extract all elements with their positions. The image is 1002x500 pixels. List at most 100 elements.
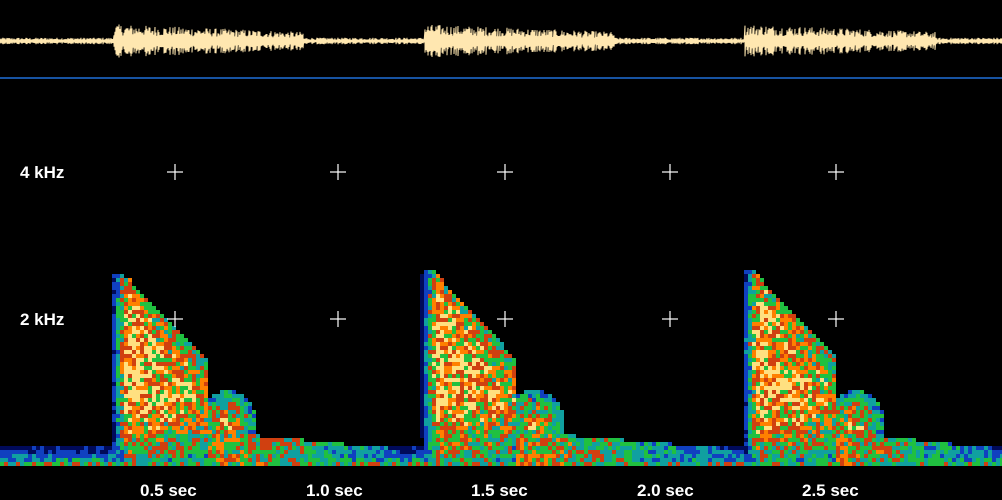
spectrogram-cell [612, 450, 616, 454]
spectrogram-cell [148, 310, 152, 314]
spectrogram-cell [852, 458, 856, 462]
spectrogram-cell [120, 418, 124, 422]
spectrogram-cell [816, 358, 820, 362]
spectrogram-cell [568, 442, 572, 446]
spectrogram-cell [776, 342, 780, 346]
spectrogram-cell [764, 414, 768, 418]
spectrogram-cell [156, 446, 160, 450]
spectrogram-cell [552, 422, 556, 426]
spectrogram-cell [456, 314, 460, 318]
spectrogram-cell [128, 370, 132, 374]
spectrogram-cell [604, 458, 608, 462]
spectrogram-cell [872, 398, 876, 402]
spectrogram-cell [200, 430, 204, 434]
spectrogram-cell [768, 326, 772, 330]
spectrogram-cell [148, 378, 152, 382]
spectrogram-cell [8, 454, 12, 458]
spectrogram-cell [796, 326, 800, 330]
spectrogram-cell [796, 378, 800, 382]
spectrogram-cell [912, 450, 916, 454]
spectrogram-cell [708, 458, 712, 462]
spectrogram-cell [772, 374, 776, 378]
spectrogram-cell [752, 330, 756, 334]
spectrogram-cell [824, 394, 828, 398]
spectrogram-cell [908, 450, 912, 454]
spectrogram-cell [252, 450, 256, 454]
spectrogram-cell [116, 454, 120, 458]
spectrogram-cell [440, 366, 444, 370]
spectrogram-cell [440, 350, 444, 354]
spectrogram-cell [428, 350, 432, 354]
spectrogram-cell [188, 362, 192, 366]
spectrogram-cell [136, 390, 140, 394]
spectrogram-cell [276, 442, 280, 446]
spectrogram-cell [936, 446, 940, 450]
spectrogram-cell [404, 458, 408, 462]
spectrogram-cell [244, 454, 248, 458]
spectrogram-cell [444, 406, 448, 410]
spectrogram-cell [608, 446, 612, 450]
spectrogram-cell [740, 446, 744, 450]
spectrogram-cell [748, 358, 752, 362]
spectrogram-cell [792, 386, 796, 390]
spectrogram-cell [448, 410, 452, 414]
spectrogram-cell [448, 418, 452, 422]
spectrogram-cell [480, 374, 484, 378]
spectrogram-cell [48, 462, 52, 466]
spectrogram-cell [832, 386, 836, 390]
spectrogram-cell [420, 326, 424, 330]
spectrogram-cell [92, 458, 96, 462]
spectrogram-cell [584, 442, 588, 446]
spectrogram-cell [232, 450, 236, 454]
spectrogram-cell [388, 446, 392, 450]
spectrogram-cell [148, 374, 152, 378]
spectrogram-cell [132, 438, 136, 442]
spectrogram-cell [324, 458, 328, 462]
spectrogram-cell [800, 390, 804, 394]
spectrogram-cell [772, 314, 776, 318]
spectrogram-cell [508, 454, 512, 458]
spectrogram-cell [232, 410, 236, 414]
spectrogram-cell [16, 450, 20, 454]
spectrogram-cell [788, 398, 792, 402]
spectrogram-cell [172, 326, 176, 330]
spectrogram-cell [352, 458, 356, 462]
spectrogram-cell [456, 438, 460, 442]
spectrogram-cell [484, 378, 488, 382]
spectrogram-cell [680, 462, 684, 466]
spectrogram-cell [540, 454, 544, 458]
spectrogram-cell [116, 394, 120, 398]
spectrogram-cell [768, 318, 772, 322]
spectrogram-cell [776, 298, 780, 302]
spectrogram-cell [152, 318, 156, 322]
spectrogram-cell [712, 454, 716, 458]
spectrogram-cell [432, 298, 436, 302]
spectrogram-cell [148, 314, 152, 318]
spectrogram-cell [768, 430, 772, 434]
spectrogram-cell [720, 458, 724, 462]
spectrogram-cell [176, 422, 180, 426]
spectrogram-cell [772, 386, 776, 390]
spectrogram-cell [456, 434, 460, 438]
spectrogram-cell [112, 322, 116, 326]
spectrogram-cell [324, 442, 328, 446]
spectrogram-cell [472, 438, 476, 442]
spectrogram-cell [756, 278, 760, 282]
spectrogram-cell [64, 462, 68, 466]
spectrogram-cell [44, 458, 48, 462]
spectrogram-cell [436, 382, 440, 386]
spectrogram-cell [936, 442, 940, 446]
spectrogram-cell [436, 410, 440, 414]
spectrogram-cell [540, 446, 544, 450]
spectrogram-cell [404, 454, 408, 458]
spectrogram-cell [152, 326, 156, 330]
spectrogram-cell [832, 354, 836, 358]
spectrogram-cell [484, 362, 488, 366]
spectrogram-cell [568, 454, 572, 458]
spectrogram-cell [568, 462, 572, 466]
spectrogram-cell [336, 458, 340, 462]
spectrogram-cell [176, 394, 180, 398]
spectrogram-cell [752, 446, 756, 450]
spectrogram-cell [836, 422, 840, 426]
spectrogram-cell [756, 426, 760, 430]
